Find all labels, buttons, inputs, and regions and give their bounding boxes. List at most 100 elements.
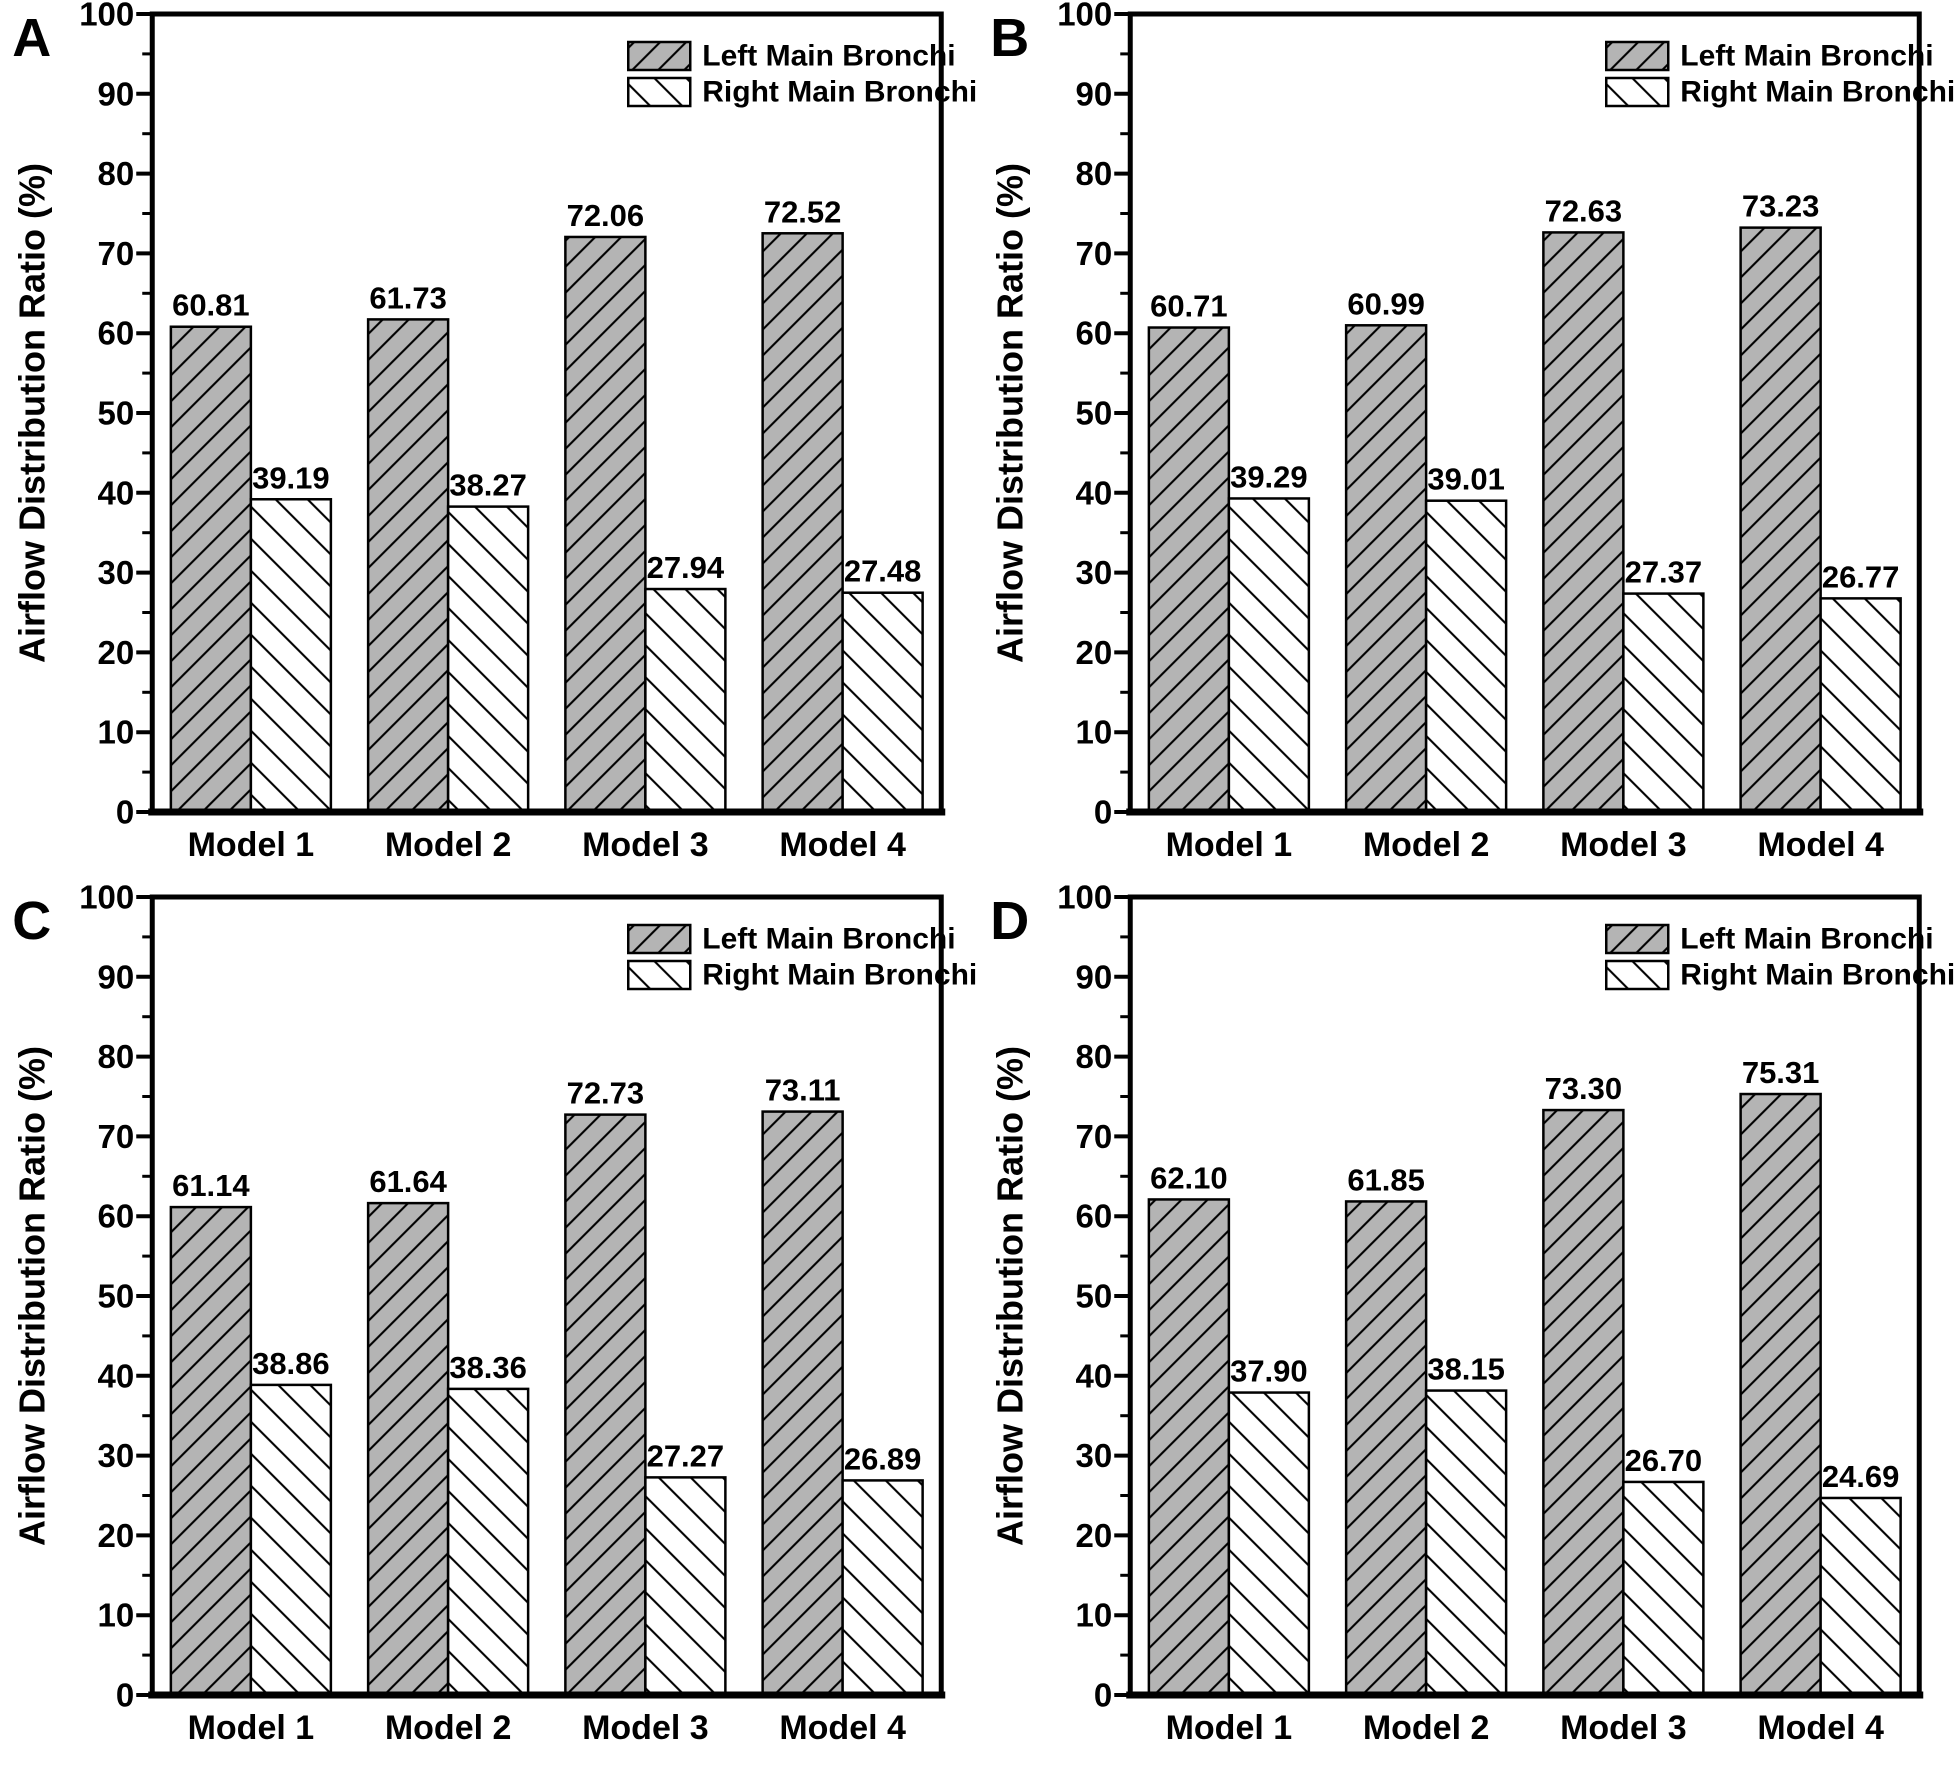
bar-left-main-bronchi-model-1 xyxy=(1147,1198,1230,1697)
legend-swatch-left-main-bronchi xyxy=(1604,923,1669,955)
bar-right-main-bronchi-model-1 xyxy=(1227,497,1310,814)
bar-value-label-left-main-bronchi-model-3: 72.63 xyxy=(1544,193,1622,228)
bar-left-main-bronchi-model-4 xyxy=(761,232,844,814)
legend-label-left-main-bronchi: Left Main Bronchi xyxy=(702,40,955,73)
panel-letter: A xyxy=(12,8,51,68)
y-tick-label: 30 xyxy=(98,554,135,591)
bar-left-main-bronchi-model-4 xyxy=(761,1110,844,1697)
y-axis-title: Airflow Distribution Ratio (%) xyxy=(989,163,1030,663)
x-category-label-model-3: Model 3 xyxy=(582,826,709,864)
panel-letter: B xyxy=(990,8,1029,68)
y-tick-label: 40 xyxy=(1075,1357,1112,1394)
y-tick-label: 80 xyxy=(98,1038,135,1075)
y-tick-label: 0 xyxy=(1093,794,1111,831)
y-tick-label: 60 xyxy=(98,1198,135,1235)
chart-panel-a: A Airflow Distribution Ratio (%) 0 10 20 30 40… xyxy=(0,0,978,883)
y-tick-label: 90 xyxy=(98,75,135,112)
y-tick-label: 90 xyxy=(98,958,135,995)
legend-swatch-left-main-bronchi xyxy=(1604,40,1669,72)
legend-label-right-main-bronchi: Right Main Bronchi xyxy=(1680,959,1955,992)
x-category-label-model-4: Model 4 xyxy=(1757,1709,1884,1747)
bar-right-main-bronchi-model-3 xyxy=(1621,592,1705,814)
bar-left-main-bronchi-model-2 xyxy=(1344,1200,1427,1697)
bar-value-label-left-main-bronchi-model-2: 60.99 xyxy=(1347,286,1425,321)
y-tick-label: 70 xyxy=(1075,1118,1112,1155)
bar-value-label-left-main-bronchi-model-1: 60.71 xyxy=(1150,289,1228,324)
x-category-label-model-4: Model 4 xyxy=(779,1709,906,1747)
x-category-label-model-2: Model 2 xyxy=(1362,1709,1489,1747)
bar-value-label-right-main-bronchi-model-3: 26.70 xyxy=(1624,1443,1702,1478)
bar-value-label-right-main-bronchi-model-4: 26.89 xyxy=(844,1441,922,1476)
y-tick-label: 70 xyxy=(98,235,135,272)
bar-right-main-bronchi-model-4 xyxy=(841,591,924,814)
y-tick-label: 70 xyxy=(1075,235,1112,272)
bar-value-label-left-main-bronchi-model-4: 72.52 xyxy=(764,194,842,229)
y-tick-label: 10 xyxy=(1075,1597,1112,1634)
y-tick-label: 50 xyxy=(1075,395,1112,432)
y-tick-label: 100 xyxy=(79,883,134,916)
y-tick-label: 0 xyxy=(116,794,134,831)
y-tick-label: 60 xyxy=(1075,315,1112,352)
bar-chart-panel-b: B Airflow Distribution Ratio (%) 0 10 20 30 40… xyxy=(977,0,1955,883)
y-tick-label: 20 xyxy=(98,634,135,671)
x-category-label-model-2: Model 2 xyxy=(1362,826,1489,864)
bar-left-main-bronchi-model-2 xyxy=(1344,324,1427,814)
bar-left-main-bronchi-model-1 xyxy=(1147,326,1230,814)
bar-value-label-right-main-bronchi-model-1: 39.19 xyxy=(252,460,330,495)
bar-left-main-bronchi-model-3 xyxy=(564,1113,647,1697)
y-tick-label: 60 xyxy=(98,315,135,352)
bar-value-label-left-main-bronchi-model-4: 75.31 xyxy=(1741,1055,1819,1090)
bar-value-label-right-main-bronchi-model-2: 38.15 xyxy=(1427,1352,1505,1387)
x-category-label-model-1: Model 1 xyxy=(1165,826,1292,864)
chart-panel-d: D Airflow Distribution Ratio (%) 0 10 20 30 40… xyxy=(977,883,1955,1766)
bar-right-main-bronchi-model-1 xyxy=(249,1383,333,1697)
y-tick-label: 90 xyxy=(1075,75,1112,112)
y-tick-label: 10 xyxy=(98,714,135,751)
bar-left-main-bronchi-model-3 xyxy=(564,235,647,814)
x-category-label-model-2: Model 2 xyxy=(385,1709,512,1747)
bar-chart-panel-d: D Airflow Distribution Ratio (%) 0 10 20 30 40… xyxy=(977,883,1955,1766)
bar-left-main-bronchi-model-3 xyxy=(1541,231,1625,814)
bar-right-main-bronchi-model-4 xyxy=(1818,1496,1902,1697)
bar-chart-panel-a: A Airflow Distribution Ratio (%) 0 10 20 30 40… xyxy=(0,0,978,883)
legend-label-left-main-bronchi: Left Main Bronchi xyxy=(1680,923,1933,956)
bar-right-main-bronchi-model-2 xyxy=(1424,499,1507,814)
bar-value-label-right-main-bronchi-model-3: 27.37 xyxy=(1624,555,1702,590)
bar-left-main-bronchi-model-1 xyxy=(169,1205,253,1697)
bar-value-label-left-main-bronchi-model-2: 61.73 xyxy=(369,280,447,315)
y-tick-label: 20 xyxy=(98,1517,135,1554)
x-category-label-model-4: Model 4 xyxy=(1757,826,1884,864)
bar-value-label-right-main-bronchi-model-1: 37.90 xyxy=(1230,1354,1308,1389)
chart-panel-c: C Airflow Distribution Ratio (%) 0 10 20 30 40… xyxy=(0,883,978,1766)
x-category-label-model-3: Model 3 xyxy=(1560,1709,1687,1747)
y-tick-label: 70 xyxy=(98,1118,135,1155)
y-tick-label: 40 xyxy=(98,1357,135,1394)
y-tick-label: 30 xyxy=(1075,554,1112,591)
y-axis-title: Airflow Distribution Ratio (%) xyxy=(989,1046,1030,1546)
legend-swatch-right-main-bronchi xyxy=(1604,76,1669,108)
bar-left-main-bronchi-model-1 xyxy=(169,325,253,814)
y-tick-label: 90 xyxy=(1075,958,1112,995)
y-tick-label: 100 xyxy=(79,0,134,33)
legend-swatch-right-main-bronchi xyxy=(627,76,692,108)
y-tick-label: 50 xyxy=(98,395,135,432)
x-category-label-model-4: Model 4 xyxy=(779,826,906,864)
bar-left-main-bronchi-model-3 xyxy=(1541,1108,1625,1697)
bar-right-main-bronchi-model-4 xyxy=(841,1479,924,1697)
y-tick-label: 20 xyxy=(1075,634,1112,671)
y-tick-label: 80 xyxy=(98,155,135,192)
x-category-label-model-1: Model 1 xyxy=(1165,1709,1292,1747)
bar-value-label-right-main-bronchi-model-2: 38.36 xyxy=(449,1350,527,1385)
y-tick-label: 100 xyxy=(1057,883,1112,916)
bar-right-main-bronchi-model-2 xyxy=(1424,1389,1507,1697)
y-tick-label: 40 xyxy=(98,474,135,511)
bar-value-label-right-main-bronchi-model-1: 39.29 xyxy=(1230,459,1308,494)
chart-panel-b: B Airflow Distribution Ratio (%) 0 10 20 30 40… xyxy=(977,0,1955,883)
legend-swatch-left-main-bronchi xyxy=(627,923,692,955)
bar-value-label-left-main-bronchi-model-2: 61.85 xyxy=(1347,1162,1425,1197)
bar-value-label-left-main-bronchi-model-2: 61.64 xyxy=(369,1164,447,1199)
legend-swatch-right-main-bronchi xyxy=(1604,959,1669,991)
bar-value-label-left-main-bronchi-model-1: 60.81 xyxy=(172,288,250,323)
bar-value-label-right-main-bronchi-model-2: 39.01 xyxy=(1427,462,1505,497)
